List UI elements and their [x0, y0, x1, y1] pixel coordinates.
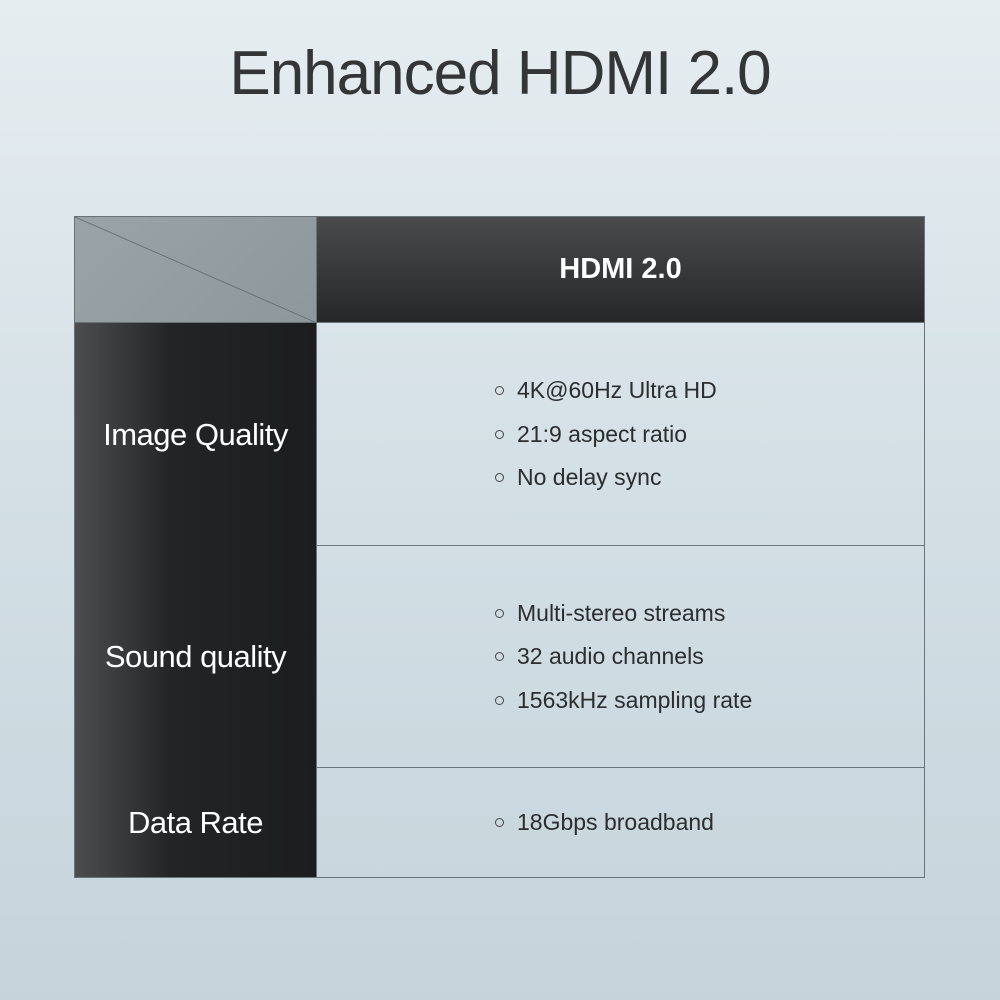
list-item: 18Gbps broadband: [495, 801, 714, 845]
item-text: 18Gbps broadband: [517, 809, 714, 835]
column-header: HDMI 2.0: [317, 217, 924, 323]
comparison-table: HDMI 2.0 Image Quality 4K@60Hz Ultra HD …: [74, 216, 925, 878]
bullet-circle-icon: [495, 473, 504, 482]
bullet-circle-icon: [495, 429, 504, 439]
row-header-sound-quality: Sound quality: [75, 546, 317, 768]
list-item: No delay sync: [495, 456, 717, 500]
diagonal-divider: [75, 217, 317, 323]
item-text: No delay sync: [517, 464, 662, 490]
item-text: 32 audio channels: [517, 643, 704, 669]
row-body-data-rate: 18Gbps broadband: [317, 768, 924, 877]
list-item: 21:9 aspect ratio: [495, 412, 717, 456]
row-header-image-quality: Image Quality: [75, 323, 317, 546]
bullet-circle-icon: [495, 652, 504, 661]
bullet-circle-icon: [495, 608, 504, 618]
list-item: 4K@60Hz Ultra HD: [495, 369, 717, 413]
bullet-circle-icon: [495, 695, 504, 705]
list-item: 1563kHz sampling rate: [495, 678, 752, 722]
item-text: 21:9 aspect ratio: [517, 420, 688, 447]
bullet-circle-icon: [495, 818, 504, 827]
list-item: Multi-stereo streams: [495, 591, 752, 635]
bullet-circle-icon: [495, 386, 504, 395]
item-text: 4K@60Hz Ultra HD: [517, 377, 717, 403]
corner-cell: [75, 217, 317, 323]
row-header-data-rate: Data Rate: [75, 768, 317, 877]
row-body-sound-quality: Multi-stereo streams 32 audio channels 1…: [317, 546, 924, 768]
item-text: 1563kHz sampling rate: [517, 686, 753, 713]
row-body-image-quality: 4K@60Hz Ultra HD 21:9 aspect ratio No de…: [317, 323, 924, 546]
list-item: 32 audio channels: [495, 635, 752, 679]
page-title: Enhanced HDMI 2.0: [229, 39, 771, 108]
item-text: Multi-stereo streams: [517, 599, 726, 626]
